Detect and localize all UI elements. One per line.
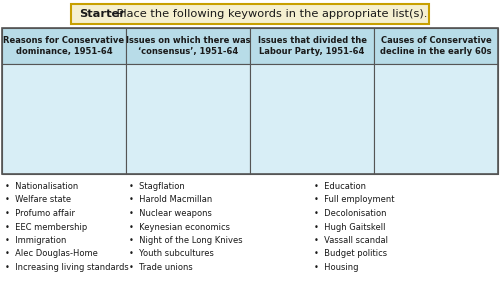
Text: Issues that divided the
Labour Party, 1951-64: Issues that divided the Labour Party, 19… bbox=[258, 36, 366, 56]
Text: •  Education: • Education bbox=[314, 182, 366, 191]
Bar bbox=[126, 28, 250, 64]
Text: •  Profumo affair: • Profumo affair bbox=[5, 209, 75, 218]
Text: •  Increasing living standards: • Increasing living standards bbox=[5, 263, 129, 272]
Text: •  Immigration: • Immigration bbox=[5, 236, 66, 245]
Text: Reasons for Conservative
dominance, 1951-64: Reasons for Conservative dominance, 1951… bbox=[4, 36, 124, 56]
Bar bbox=[2, 64, 126, 174]
Text: •  Harold Macmillan: • Harold Macmillan bbox=[129, 196, 212, 205]
Text: •  Youth subcultures: • Youth subcultures bbox=[129, 250, 214, 259]
Text: •  Housing: • Housing bbox=[314, 263, 359, 272]
Text: Issues on which there was
‘consensus’, 1951-64: Issues on which there was ‘consensus’, 1… bbox=[126, 36, 250, 56]
Text: •  Vassall scandal: • Vassall scandal bbox=[314, 236, 388, 245]
Bar bbox=[250, 64, 374, 174]
Text: : Place the following keywords in the appropriate list(s).: : Place the following keywords in the ap… bbox=[109, 9, 428, 19]
Text: •  Alec Douglas-Home: • Alec Douglas-Home bbox=[5, 250, 98, 259]
Bar bbox=[2, 28, 498, 174]
Text: •  Budget politics: • Budget politics bbox=[314, 250, 388, 259]
FancyBboxPatch shape bbox=[71, 4, 429, 24]
Text: •  Stagflation: • Stagflation bbox=[129, 182, 185, 191]
Bar bbox=[374, 28, 498, 64]
Text: Causes of Conservative
decline in the early 60s: Causes of Conservative decline in the ea… bbox=[380, 36, 492, 56]
Text: •  Nuclear weapons: • Nuclear weapons bbox=[129, 209, 212, 218]
Bar bbox=[250, 28, 374, 64]
Text: •  Decolonisation: • Decolonisation bbox=[314, 209, 387, 218]
Text: Starter: Starter bbox=[79, 9, 125, 19]
Text: •  Nationalisation: • Nationalisation bbox=[5, 182, 78, 191]
Bar bbox=[374, 64, 498, 174]
Text: •  Night of the Long Knives: • Night of the Long Knives bbox=[129, 236, 242, 245]
Text: •  Hugh Gaitskell: • Hugh Gaitskell bbox=[314, 223, 386, 232]
Text: •  Full employment: • Full employment bbox=[314, 196, 395, 205]
Bar bbox=[2, 28, 126, 64]
Text: •  Trade unions: • Trade unions bbox=[129, 263, 193, 272]
Text: •  Welfare state: • Welfare state bbox=[5, 196, 71, 205]
Text: •  EEC membership: • EEC membership bbox=[5, 223, 87, 232]
Text: •  Keynesian economics: • Keynesian economics bbox=[129, 223, 230, 232]
Bar bbox=[126, 64, 250, 174]
